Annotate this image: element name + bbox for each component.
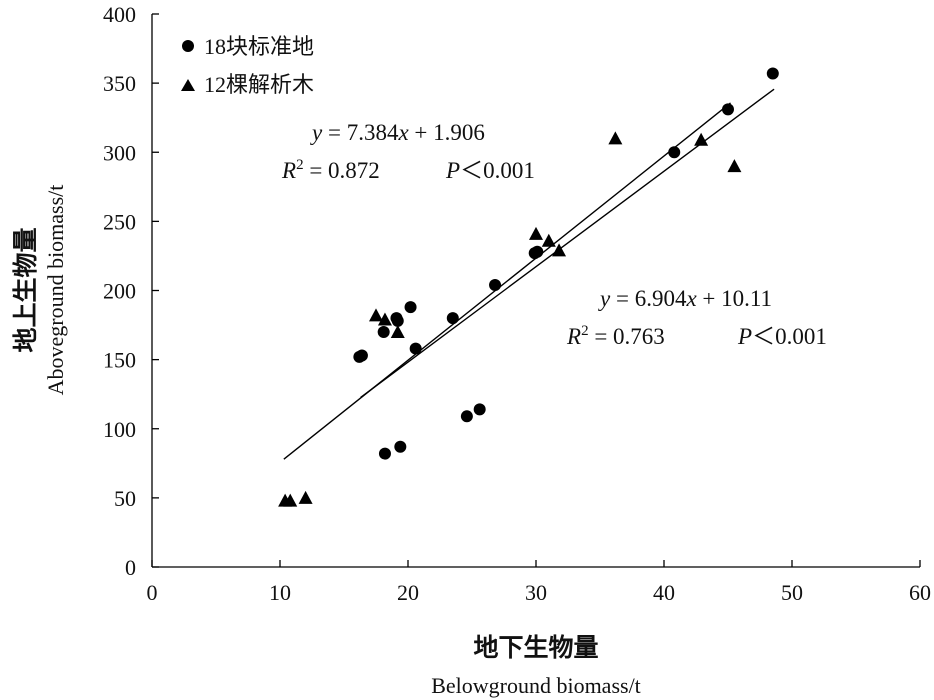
p-value-1: P＜0.001 bbox=[445, 158, 535, 183]
p-2-value: ＜0.001 bbox=[752, 324, 827, 349]
r2-2-sup: 2 bbox=[581, 323, 589, 339]
data-point-circle bbox=[489, 278, 502, 291]
equation-annotation-2: y = 6.904x + 10.11 R2 = 0.763 P＜0.001 bbox=[566, 286, 827, 349]
r2-1-value: = 0.872 bbox=[304, 158, 380, 183]
data-point-circle bbox=[394, 440, 407, 453]
eq1-tail: + 1.906 bbox=[409, 120, 485, 145]
data-point-triangle bbox=[608, 131, 623, 145]
data-point-circle bbox=[391, 314, 404, 327]
x-tick-label: 20 bbox=[397, 580, 419, 605]
y-tick-label: 400 bbox=[103, 2, 136, 27]
r2-1-sup: 2 bbox=[296, 157, 304, 173]
data-point-triangle bbox=[727, 159, 742, 173]
data-point-circle bbox=[668, 146, 681, 159]
data-point-circle bbox=[722, 103, 734, 116]
x-tick-label: 60 bbox=[909, 580, 931, 605]
data-point-triangle bbox=[283, 493, 298, 507]
r2-label-1: R2 = 0.872 bbox=[281, 157, 380, 183]
data-points bbox=[278, 67, 779, 507]
p-1-value: ＜0.001 bbox=[460, 158, 535, 183]
equation-annotation-1: y = 7.384x + 1.906 R2 = 0.872 P＜0.001 bbox=[281, 120, 535, 183]
x-ticks: 0 10 20 30 40 50 60 bbox=[147, 560, 931, 605]
r2-label-2: R2 = 0.763 bbox=[566, 323, 665, 349]
legend-label-series-1: 18块标准地 bbox=[204, 34, 314, 59]
data-point-triangle bbox=[377, 312, 392, 326]
r2-2-r: R bbox=[566, 324, 581, 349]
y-tick-label: 100 bbox=[103, 417, 136, 442]
data-point-triangle bbox=[529, 226, 543, 240]
y-tick-label: 150 bbox=[103, 348, 136, 373]
data-point-circle bbox=[404, 301, 417, 314]
y-tick-label: 200 bbox=[103, 279, 136, 304]
data-point-circle bbox=[355, 349, 368, 362]
x-tick-label: 40 bbox=[653, 580, 675, 605]
data-point-triangle bbox=[298, 490, 313, 504]
y-tick-label: 0 bbox=[125, 555, 136, 580]
eq2-x: x bbox=[685, 286, 697, 311]
y-tick-label: 50 bbox=[114, 486, 136, 511]
y-tick-label: 300 bbox=[103, 140, 136, 165]
x-axis-title-cn: 地下生物量 bbox=[473, 634, 598, 662]
data-point-circle bbox=[446, 312, 459, 325]
eq2-mid: = 6.904 bbox=[610, 286, 687, 311]
legend-circle-marker bbox=[182, 40, 194, 52]
data-point-triangle bbox=[552, 243, 567, 257]
data-point-circle bbox=[377, 325, 390, 338]
x-axis-title-en: Belowground biomass/t bbox=[431, 673, 641, 698]
y-tick-label: 250 bbox=[103, 209, 136, 234]
data-point-triangle bbox=[694, 132, 709, 146]
y-tick-label: 350 bbox=[103, 71, 136, 96]
data-point-triangle bbox=[369, 308, 383, 322]
p-value-2: P＜0.001 bbox=[737, 324, 827, 349]
data-point-triangle bbox=[541, 233, 556, 247]
y-axis-title-en: Aboveground biomass/t bbox=[43, 185, 68, 396]
eq1-x: x bbox=[397, 120, 409, 145]
legend: 18块标准地 12棵解析木 bbox=[181, 34, 314, 97]
y-ticks: 0 50 100 150 200 250 300 350 400 bbox=[103, 2, 159, 580]
data-point-circle bbox=[460, 410, 473, 423]
data-point-circle bbox=[766, 67, 779, 80]
p-2-label: P bbox=[737, 324, 752, 349]
legend-label-series-2: 12棵解析木 bbox=[204, 72, 314, 97]
x-tick-label: 0 bbox=[147, 580, 158, 605]
legend-triangle-marker bbox=[181, 79, 195, 91]
regression-line-1 bbox=[283, 102, 731, 460]
equation-1: y = 7.384x + 1.906 bbox=[310, 120, 485, 145]
data-point-circle bbox=[531, 245, 544, 258]
data-point-triangle bbox=[390, 324, 405, 338]
r2-1-r: R bbox=[281, 158, 296, 183]
eq2-y: y bbox=[598, 286, 611, 311]
data-point-circle bbox=[409, 342, 422, 355]
x-tick-label: 10 bbox=[269, 580, 291, 605]
x-tick-label: 50 bbox=[781, 580, 803, 605]
eq1-y: y bbox=[310, 120, 323, 145]
r2-2-value: = 0.763 bbox=[589, 324, 665, 349]
eq2-tail: + 10.11 bbox=[697, 286, 772, 311]
eq1-mid: = 7.384 bbox=[322, 120, 399, 145]
p-1-label: P bbox=[445, 158, 460, 183]
data-point-circle bbox=[378, 447, 391, 460]
data-point-circle bbox=[473, 403, 486, 416]
x-tick-label: 30 bbox=[525, 580, 547, 605]
y-axis-title-cn: 地上生物量 bbox=[12, 227, 40, 352]
equation-2: y = 6.904x + 10.11 bbox=[598, 286, 772, 311]
